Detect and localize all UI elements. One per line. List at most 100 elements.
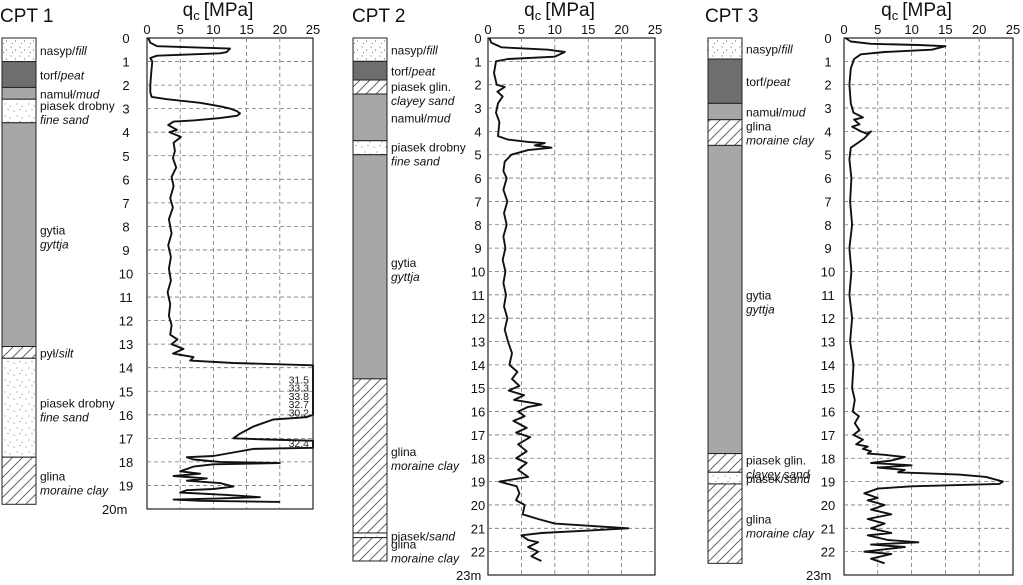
y-tick-label: 0 xyxy=(474,31,481,46)
qc-value-annotation: 32.7 xyxy=(289,399,310,411)
layer-label-en: peat xyxy=(411,65,436,79)
y-tick-label: 13 xyxy=(471,335,485,350)
qc-subscript: c xyxy=(193,8,200,23)
qc-profile-line xyxy=(147,37,314,503)
max-depth-label: 23m xyxy=(456,568,481,583)
layer-label: piasek/sand xyxy=(746,472,810,486)
soil-layer-moraine_clay xyxy=(707,483,743,564)
soil-layer-clayey_sand xyxy=(707,453,743,473)
y-tick-label: 2 xyxy=(474,78,481,93)
soil-layer-peat xyxy=(352,60,388,81)
qc-axis-title: qc [MPa] xyxy=(183,0,254,23)
qc-subscript: c xyxy=(535,8,542,23)
layer-label-en: mud xyxy=(76,87,100,101)
layer-label-pl: nasyp/ xyxy=(391,44,427,58)
y-tick-label: 0 xyxy=(824,31,831,46)
soil-layer-mud xyxy=(1,122,37,348)
qc-value-annotation: 33.8 xyxy=(289,391,310,403)
y-tick-label: 7 xyxy=(474,194,481,209)
y-tick-label: 14 xyxy=(471,358,485,373)
y-tick-label: 16 xyxy=(821,405,835,420)
y-tick-label: 10 xyxy=(471,264,485,279)
y-tick-label: 12 xyxy=(119,314,133,329)
layer-label-en: mud xyxy=(782,106,806,120)
x-tick-label: 10 xyxy=(548,22,562,37)
qc-profile-line xyxy=(844,37,1004,565)
layer-label: namuł/mud xyxy=(746,106,806,120)
soil-layer-moraine_clay xyxy=(1,456,37,505)
y-tick-label: 8 xyxy=(824,218,831,233)
layer-label-pl: piasek glin. xyxy=(391,80,451,94)
soil-layer-peat xyxy=(1,61,37,88)
x-tick-label: 20 xyxy=(972,22,986,37)
layer-label: torf/peat xyxy=(746,75,791,89)
y-tick-label: 1 xyxy=(824,54,831,69)
soil-layer-mud xyxy=(352,93,388,142)
cpt-title: CPT 3 xyxy=(705,6,759,27)
y-tick-label: 5 xyxy=(122,149,129,164)
x-tick-label: 25 xyxy=(306,22,320,37)
plot-frame xyxy=(487,37,656,576)
y-tick-label: 2 xyxy=(824,78,831,93)
y-tick-label: 4 xyxy=(474,124,481,139)
layer-label-en: moraine clay xyxy=(746,134,815,148)
x-tick-label: 25 xyxy=(1006,22,1020,37)
y-tick-label: 12 xyxy=(821,311,835,326)
y-tick-label: 6 xyxy=(474,171,481,186)
y-tick-label: 2 xyxy=(122,78,129,93)
soil-layer-fill xyxy=(707,37,743,60)
layer-label-pl: gytia xyxy=(40,224,66,238)
layer-label-pl: glina xyxy=(746,120,772,134)
qc-plot: 0 5 10 15 20 25012345678910111213141516171819… xyxy=(806,22,1020,583)
soil-layer-sand xyxy=(1,357,37,458)
layer-label-pl: pył/ xyxy=(40,346,59,360)
soil-layer-moraine_clay xyxy=(707,119,743,146)
y-tick-label: 5 xyxy=(824,148,831,163)
cpt-1-panel: CPT 1 qc [MPa] nasyp/fill torf/peat namuł/mud… xyxy=(0,0,320,517)
soil-layer-sand xyxy=(352,140,388,156)
y-tick-label: 10 xyxy=(119,267,133,282)
qc-plot: 0 5 10 15 20 25012345678910111213141516171819… xyxy=(102,22,320,517)
layer-label-en: moraine clay xyxy=(391,459,460,473)
x-tick-label: 5 xyxy=(874,22,881,37)
qc-unit: [MPa] xyxy=(204,0,254,21)
y-tick-label: 6 xyxy=(824,171,831,186)
layer-label: namuł/mud xyxy=(391,111,451,125)
y-tick-label: 1 xyxy=(122,55,129,70)
cpt-title: CPT 2 xyxy=(352,6,406,27)
layer-label-pl: piasek drobny xyxy=(40,397,115,411)
layer-label-en: fill xyxy=(75,44,87,58)
soil-layer-clayey_sand xyxy=(352,79,388,95)
x-tick-label: 25 xyxy=(648,22,662,37)
y-tick-label: 15 xyxy=(821,381,835,396)
layer-label-pl: torf/ xyxy=(40,69,61,83)
cpt-3-panel: CPT 3 qc [MPa] nasyp/fill torf/peat namuł/mud… xyxy=(705,0,1020,583)
soil-layer-sand xyxy=(707,471,743,485)
y-tick-label: 14 xyxy=(821,358,835,373)
layer-label-pl: namuł/ xyxy=(391,111,428,125)
y-tick-label: 18 xyxy=(471,451,485,466)
qc-value-annotation: 31.5 xyxy=(289,374,310,386)
soil-layer-mud xyxy=(707,102,743,121)
x-tick-label: 0 xyxy=(143,22,150,37)
layer-label-pl: piasek drobny xyxy=(40,99,115,113)
layer-label-en: mud xyxy=(427,111,451,125)
x-tick-label: 5 xyxy=(177,22,184,37)
layer-label: torf/peat xyxy=(40,69,85,83)
y-tick-label: 22 xyxy=(821,545,835,560)
layer-label-pl: torf/ xyxy=(746,75,767,89)
qc-profile-line xyxy=(488,37,630,562)
x-tick-label: 20 xyxy=(614,22,628,37)
soil-column: nasyp/filltorf/peatnamuł/mudglinamoraine… xyxy=(707,37,815,564)
layer-label-en: moraine clay xyxy=(746,527,815,541)
layer-label: piasek/sand xyxy=(391,529,455,543)
layer-label: torf/peat xyxy=(391,65,436,79)
soil-layer-sand xyxy=(1,98,37,124)
qc-unit: [MPa] xyxy=(545,0,595,21)
y-tick-label: 18 xyxy=(821,451,835,466)
y-tick-label: 19 xyxy=(471,475,485,490)
layer-label: nasyp/fill xyxy=(746,43,793,57)
y-tick-label: 8 xyxy=(122,219,129,234)
